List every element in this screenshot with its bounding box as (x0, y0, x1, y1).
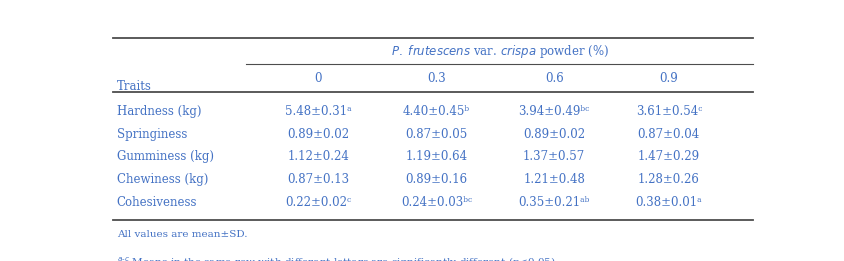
Text: 0.22±0.02ᶜ: 0.22±0.02ᶜ (285, 196, 351, 209)
Text: 0.89±0.02: 0.89±0.02 (287, 128, 349, 141)
Text: 0.87±0.13: 0.87±0.13 (287, 173, 349, 186)
Text: 0.24±0.03ᵇᶜ: 0.24±0.03ᵇᶜ (400, 196, 471, 209)
Text: 0.35±0.21ᵃᵇ: 0.35±0.21ᵃᵇ (518, 196, 589, 209)
Text: Gumminess (kg): Gumminess (kg) (116, 150, 214, 163)
Text: 0: 0 (314, 72, 322, 85)
Text: 0.89±0.02: 0.89±0.02 (522, 128, 585, 141)
Text: 3.94±0.49ᵇᶜ: 3.94±0.49ᵇᶜ (518, 105, 589, 118)
Text: Cohesiveness: Cohesiveness (116, 196, 197, 209)
Text: 0.87±0.04: 0.87±0.04 (637, 128, 699, 141)
Text: 3.61±0.54ᶜ: 3.61±0.54ᶜ (635, 105, 701, 118)
Text: 0.9: 0.9 (658, 72, 678, 85)
Text: Springiness: Springiness (116, 128, 187, 141)
Text: 1.19±0.64: 1.19±0.64 (405, 150, 467, 163)
Text: 0.38±0.01ᵃ: 0.38±0.01ᵃ (635, 196, 701, 209)
Text: Chewiness (kg): Chewiness (kg) (116, 173, 208, 186)
Text: 5.48±0.31ᵃ: 5.48±0.31ᵃ (284, 105, 351, 118)
Text: 1.28±0.26: 1.28±0.26 (637, 173, 699, 186)
Text: 0.6: 0.6 (544, 72, 563, 85)
Text: 0.89±0.16: 0.89±0.16 (405, 173, 467, 186)
Text: All values are mean±SD.: All values are mean±SD. (116, 230, 247, 239)
Text: $^{a\text{-}c}$ Means in the same row with different letters are significantly d: $^{a\text{-}c}$ Means in the same row wi… (116, 255, 558, 261)
Text: Hardness (kg): Hardness (kg) (116, 105, 201, 118)
Text: 1.47±0.29: 1.47±0.29 (637, 150, 699, 163)
Text: 1.37±0.57: 1.37±0.57 (522, 150, 585, 163)
Text: $\it{P.\ frutescens}$ var. $\it{crispa}$ powder (%): $\it{P.\ frutescens}$ var. $\it{crispa}$… (390, 43, 608, 60)
Text: 4.40±0.45ᵇ: 4.40±0.45ᵇ (403, 105, 469, 118)
Text: 1.12±0.24: 1.12±0.24 (287, 150, 349, 163)
Text: 0.3: 0.3 (426, 72, 445, 85)
Text: 0.87±0.05: 0.87±0.05 (405, 128, 467, 141)
Text: Traits: Traits (116, 80, 151, 93)
Text: 1.21±0.48: 1.21±0.48 (522, 173, 584, 186)
